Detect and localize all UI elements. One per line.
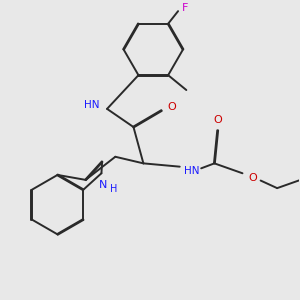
- Text: N: N: [99, 180, 107, 190]
- Text: H: H: [110, 184, 118, 194]
- Text: F: F: [182, 4, 188, 14]
- Text: HN: HN: [85, 100, 100, 110]
- Text: O: O: [168, 102, 176, 112]
- Text: O: O: [213, 115, 222, 125]
- Text: O: O: [248, 173, 257, 183]
- Text: HN: HN: [184, 166, 199, 176]
